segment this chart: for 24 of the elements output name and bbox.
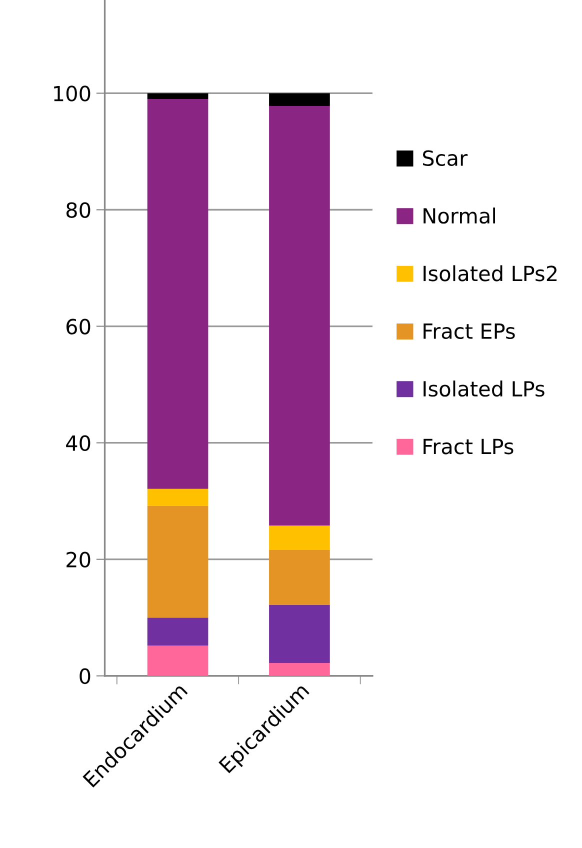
y-tick-label: 20 (66, 552, 90, 568)
y-tick-label: 100 (54, 86, 90, 102)
y-tick-label: 40 (66, 435, 90, 452)
legend-label: Normal (424, 208, 496, 224)
bar (147, 506, 208, 618)
legend-label: Fract LPs (424, 438, 514, 454)
legend-label: Scar (422, 150, 468, 166)
bar (147, 93, 208, 100)
legend-label: Isolated LPs (424, 380, 544, 397)
y-tick-label: 0 (80, 668, 90, 684)
bar (269, 663, 330, 676)
y-tick-label: 60 (66, 318, 90, 334)
bar (147, 488, 208, 506)
bar (147, 99, 208, 489)
bar (269, 93, 330, 106)
bar (269, 604, 330, 664)
legend-label: Isolated LPs2 (424, 265, 557, 282)
bar (269, 550, 330, 605)
y-tick-label: 80 (66, 202, 90, 218)
bar (147, 618, 208, 646)
legend-label: Fract EPs (424, 324, 515, 340)
bar (269, 526, 330, 550)
bar (269, 106, 330, 526)
bar (147, 646, 208, 676)
